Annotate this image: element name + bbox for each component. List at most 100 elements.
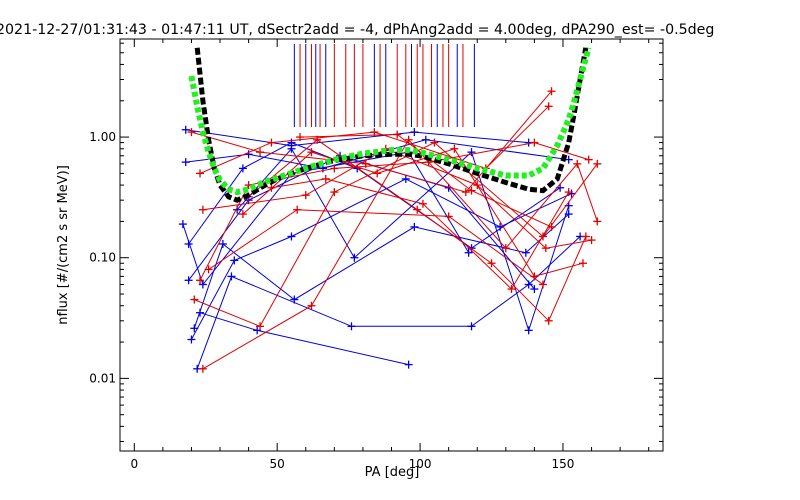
data-point — [410, 128, 419, 137]
data-point — [524, 326, 533, 335]
y-tick-label: 0.10 — [89, 251, 116, 265]
series-line — [202, 148, 592, 249]
data-point — [564, 155, 573, 164]
x-tick-label: 100 — [409, 457, 432, 471]
data-point — [218, 239, 227, 248]
data-point — [410, 222, 419, 231]
data-point — [524, 280, 533, 289]
series-line — [202, 138, 598, 370]
black-fit-curve — [194, 47, 589, 203]
data-point — [450, 144, 459, 153]
data-point — [507, 285, 516, 294]
data-point — [293, 205, 302, 214]
data-point — [287, 144, 296, 153]
data-point — [190, 295, 199, 304]
data-point — [530, 285, 539, 294]
data-point — [244, 150, 253, 159]
y-tick-label: 1.00 — [89, 130, 116, 144]
series-line — [193, 213, 570, 329]
chart-title: 2021-12-27/01:31:43 - 01:47:11 UT, dSect… — [0, 22, 714, 38]
data-point — [581, 232, 590, 241]
data-point — [330, 164, 339, 173]
data-point — [190, 324, 199, 333]
data-point — [307, 148, 316, 157]
data-point — [578, 259, 587, 268]
series-line — [190, 178, 572, 340]
data-point — [404, 135, 413, 144]
data-point — [287, 232, 296, 241]
data-point — [564, 188, 573, 197]
data-point — [373, 169, 382, 178]
data-point — [238, 210, 247, 219]
series-line — [299, 133, 552, 228]
y-tick-label: 0.01 — [89, 371, 116, 385]
data-point — [196, 169, 205, 178]
data-point — [444, 212, 453, 221]
data-point — [467, 322, 476, 331]
data-point — [593, 217, 602, 226]
series-line — [191, 90, 552, 193]
data-point — [301, 191, 310, 200]
data-point — [587, 236, 596, 245]
y-axis-label: nflux [#/(cm2 s sr MeV)] — [56, 165, 71, 325]
data-point — [184, 276, 193, 285]
data-point — [178, 220, 187, 229]
data-point — [196, 276, 205, 285]
data-point — [487, 259, 496, 268]
data-point — [181, 125, 190, 134]
data-point — [544, 102, 553, 111]
data-point — [187, 128, 196, 137]
data-point — [196, 308, 205, 317]
data-point — [256, 148, 265, 157]
data-point — [530, 138, 539, 147]
data-point — [198, 205, 207, 214]
data-point — [547, 222, 556, 231]
data-point — [584, 155, 593, 164]
x-tick-label: 150 — [552, 457, 575, 471]
data-point — [267, 183, 276, 192]
vertical-markers — [293, 44, 475, 127]
green-fit-curve — [188, 47, 592, 196]
data-point — [198, 364, 207, 373]
data-point — [393, 130, 402, 139]
data-point — [467, 186, 476, 195]
series-line — [196, 236, 581, 369]
data-point — [296, 133, 305, 142]
data-point — [464, 248, 473, 257]
data-point — [230, 256, 239, 265]
data-point — [321, 174, 330, 183]
data-point — [418, 199, 427, 208]
data-point — [544, 316, 553, 325]
x-tick-label: 50 — [270, 457, 285, 471]
data-point — [521, 248, 530, 257]
data-point — [538, 280, 547, 289]
series-group — [178, 47, 602, 373]
data-point — [347, 322, 356, 331]
series-line — [271, 178, 570, 290]
data-point — [401, 174, 410, 183]
data-point — [350, 253, 359, 262]
axis-tick-labels: 0 50 100 150 0.01 0.10 1.00 — [89, 130, 574, 471]
series-line — [185, 129, 529, 147]
data-point — [413, 205, 422, 214]
data-point — [541, 244, 550, 253]
data-point — [198, 280, 207, 289]
data-point — [547, 87, 556, 96]
series-line — [242, 148, 584, 277]
data-point — [573, 159, 582, 168]
data-point — [256, 322, 265, 331]
data-point — [496, 222, 505, 231]
data-point — [181, 158, 190, 167]
data-point — [501, 244, 510, 253]
series-line — [199, 312, 409, 366]
data-point — [267, 138, 276, 147]
axis-ticks — [120, 39, 663, 451]
series-line — [236, 147, 570, 333]
data-point — [461, 188, 470, 197]
data-point — [238, 164, 247, 173]
data-point — [467, 148, 476, 157]
data-point — [330, 188, 339, 197]
data-point — [187, 335, 196, 344]
x-tick-label: 0 — [130, 457, 138, 471]
